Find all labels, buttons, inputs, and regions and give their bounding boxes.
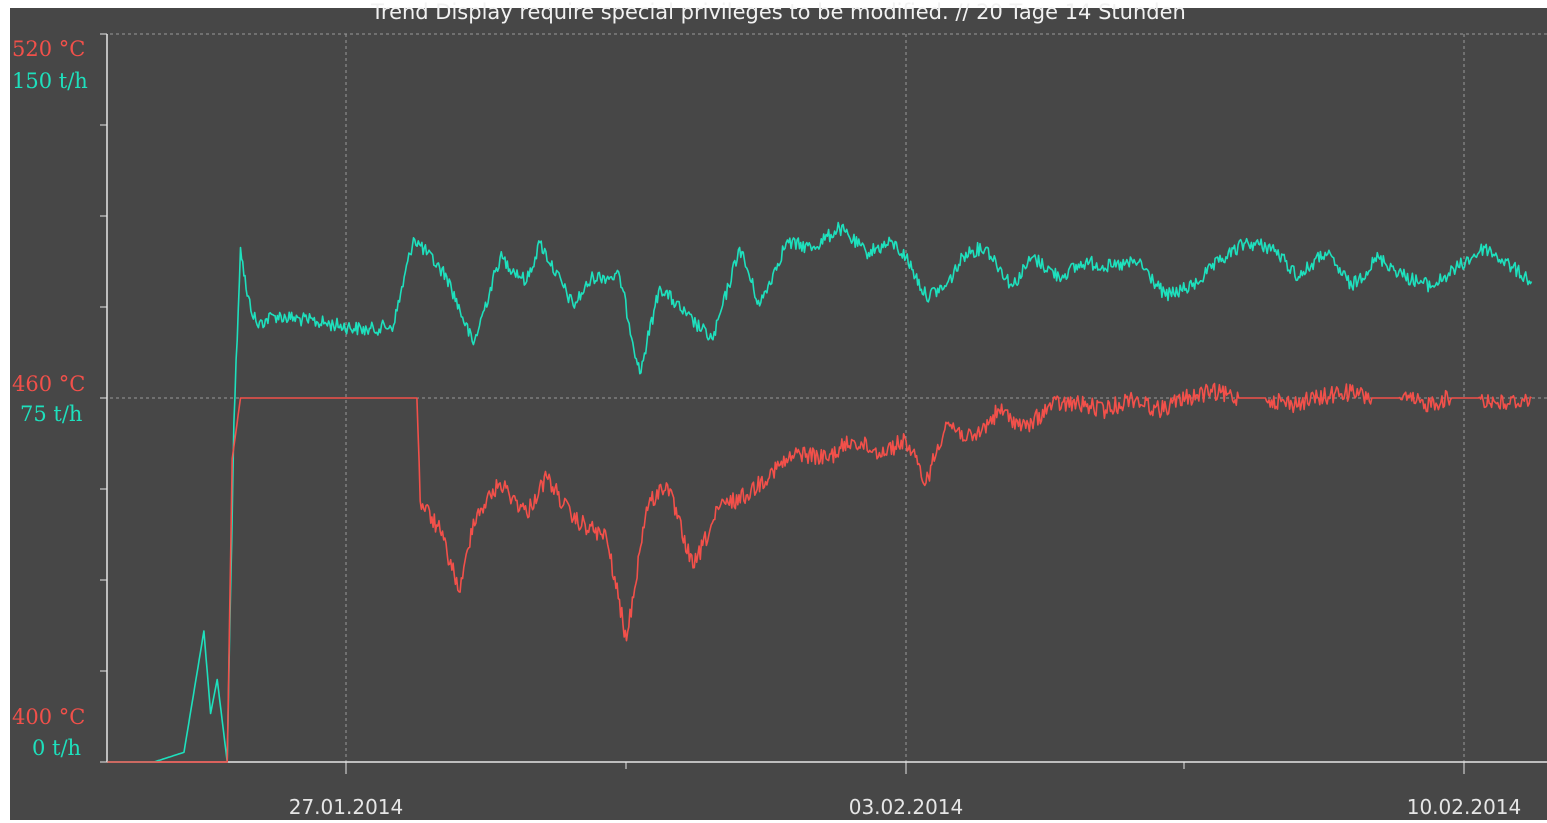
series-line-temperature	[107, 382, 1532, 763]
trend-display: 520 °C 150 t/h 460 °C 75 t/h 400 °C 0 t/…	[10, 0, 1547, 820]
y-label-temp-min: 400 °C	[12, 705, 85, 729]
y-label-flow-min: 0 t/h	[32, 736, 81, 760]
y-label-flow-mid: 75 t/h	[20, 402, 82, 426]
x-axis-labels: 27.01.2014 03.02.2014 10.02.2014	[289, 795, 1522, 819]
x-tick-label: 27.01.2014	[289, 795, 404, 819]
trend-chart: 520 °C 150 t/h 460 °C 75 t/h 400 °C 0 t/…	[12, 33, 1547, 819]
series-line-flow	[107, 221, 1533, 763]
y-label-temp-mid: 460 °C	[12, 372, 85, 396]
grid-lines	[110, 33, 1547, 762]
y-label-flow-max: 150 t/h	[12, 69, 88, 93]
y-label-temp-max: 520 °C	[12, 37, 85, 61]
x-tick-label: 03.02.2014	[849, 795, 964, 819]
chart-title: Trend Display require special privileges…	[371, 0, 1186, 24]
x-tick-label: 10.02.2014	[1407, 795, 1522, 819]
y-axis-labels: 520 °C 150 t/h 460 °C 75 t/h 400 °C 0 t/…	[12, 37, 88, 760]
axes	[100, 33, 1547, 774]
series-layer	[107, 221, 1533, 763]
